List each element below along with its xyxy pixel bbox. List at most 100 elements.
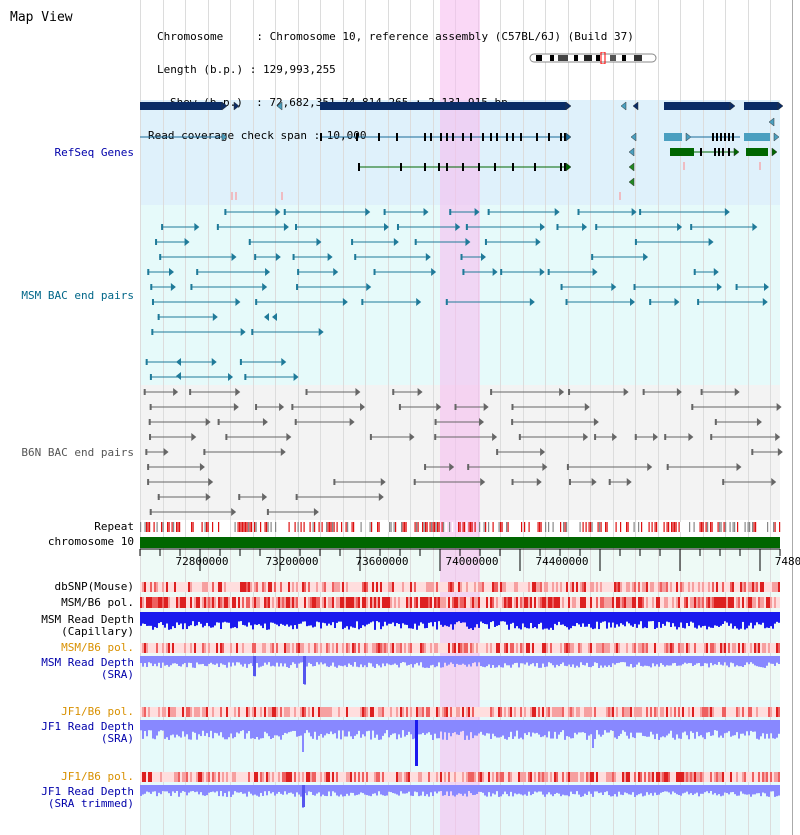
dbsnp-heat (214, 582, 216, 592)
jf1-b6-pol-label[interactable]: JF1/B6 pol. (61, 705, 134, 718)
msm-depth-sra-bar (568, 656, 570, 665)
msm-pol-heat (632, 597, 634, 608)
msm-depth-cap-bar (536, 612, 538, 629)
jf1-depth-sra-bar (406, 720, 408, 735)
msm-pol-heat (664, 597, 666, 608)
msm-depth-cap-bar (500, 612, 502, 622)
msm-pol-heat (610, 597, 612, 608)
msm-depth-sra-bar (550, 656, 552, 664)
jf1-depth-sra-bar (662, 720, 664, 737)
msm-bac-pair-end (342, 298, 348, 306)
msm-bac-pair-end (487, 209, 490, 215)
msm-depth-sra-bar (630, 656, 632, 665)
msm-b6-pol-label[interactable]: MSM/B6 pol. (61, 596, 134, 609)
jf1-pol-2-heat (736, 772, 738, 782)
exon (424, 163, 426, 171)
dbsnp-heat (282, 582, 284, 592)
repeat-mark (500, 522, 502, 532)
jf1-depth-sra-bar (512, 720, 514, 739)
msm-pol-heat (386, 597, 388, 608)
msm-pol-sra-heat (268, 643, 270, 653)
jf1-pol-2-heat (214, 772, 216, 782)
refseq-genes-label[interactable]: RefSeq Genes (54, 146, 134, 159)
msm-pol-heat (772, 597, 774, 608)
msm-pol-sra-heat (746, 643, 748, 653)
jf1-depth-trim-bar (618, 785, 620, 792)
jf1-pol-heat (470, 707, 472, 717)
msm-depth-cap-bar (680, 612, 682, 623)
jf1-pol-heat (372, 707, 374, 717)
repeat-mark (528, 522, 530, 532)
dbsnp-heat (402, 582, 404, 592)
jf1-depth-sra-bar (616, 720, 618, 739)
dbsnp-heat (364, 582, 366, 592)
dbsnp-label[interactable]: dbSNP(Mouse) (54, 580, 134, 593)
jf1-pol-heat (354, 707, 356, 717)
msm-depth-cap-bar (746, 612, 748, 629)
msm-bac-pair-end (275, 208, 281, 216)
msm-depth-capillary-label[interactable]: MSM Read Depth (41, 613, 134, 626)
msm-bac-end (264, 313, 269, 321)
jf1-depth-trim-bar (728, 785, 730, 795)
repeat-mark (534, 522, 536, 532)
msm-pol-sra-heat (146, 643, 148, 653)
msm-depth-sra-label[interactable]: MSM Read Depth (41, 656, 134, 669)
msm-pol-sra-heat (768, 643, 770, 653)
jf1-depth-trimmed-label[interactable]: JF1 Read Depth (41, 785, 134, 798)
jf1-pol-2-heat (500, 772, 502, 782)
dbsnp-heat (162, 582, 164, 592)
jf1-depth-sra-bar (306, 720, 308, 731)
jf1-depth-sra-bar (510, 720, 512, 732)
jf1-depth-trim-bar (442, 785, 444, 796)
msm-pol-sra-heat (470, 643, 472, 653)
msm-b6-pol-sra-label[interactable]: MSM/B6 pol. (61, 641, 134, 654)
msm-depth-cap-bar (350, 612, 352, 627)
jf1-depth-trim-bar (266, 785, 268, 796)
jf1-pol-heat (600, 707, 602, 717)
jf1-depth-sra-label[interactable]: JF1 Read Depth (41, 720, 134, 733)
dbsnp-heat (204, 582, 206, 592)
jf1-b6-pol-2-label[interactable]: JF1/B6 pol. (61, 770, 134, 783)
chromosome-ideogram[interactable] (528, 52, 660, 64)
msm-pol-sra-heat (602, 643, 604, 653)
dbsnp-heat (658, 582, 660, 592)
jf1-depth-sra-bar (176, 720, 178, 735)
dbsnp-heat (528, 582, 530, 592)
msm-depth-sra-bar (212, 656, 214, 665)
msm-pol-heat (672, 597, 674, 608)
msm-bac-pair-end (554, 208, 560, 216)
repeat-mark (666, 522, 668, 532)
b6n-bac-pair-end (147, 479, 150, 485)
b6n-bac-pair-end (398, 404, 401, 410)
jf1-depth-trim-bar (748, 785, 750, 795)
msm-pol-sra-heat (528, 643, 530, 653)
info-chromosome: Chromosome : Chromosome 10, reference as… (157, 30, 634, 43)
repeat-label[interactable]: Repeat (94, 520, 134, 533)
msm-depth-sra-bar (658, 656, 660, 667)
msm-depth-cap-bar (548, 612, 550, 630)
strand-arrow (729, 101, 736, 111)
repeat-mark (651, 522, 653, 532)
msm-depth-sra-bar (484, 656, 486, 668)
msm-bac-label[interactable]: MSM BAC end pairs (21, 289, 134, 302)
jf1-depth-sra-bar (440, 720, 442, 732)
msm-pol-heat (414, 597, 416, 608)
msm-depth-sra-bar (688, 656, 690, 664)
msm-depth-sra-bar (384, 656, 386, 667)
msm-pol-heat (616, 597, 618, 608)
msm-depth-cap-bar (486, 612, 488, 625)
dbsnp-heat (344, 582, 346, 592)
b6n-bac-label[interactable]: B6N BAC end pairs (21, 446, 134, 459)
dbsnp-heat (720, 582, 722, 592)
msm-pol-heat (316, 597, 318, 608)
jf1-pol-2-heat (308, 772, 310, 782)
msm-pol-heat (274, 597, 276, 608)
dbsnp-heat (660, 582, 662, 592)
page-title: Map View (10, 10, 73, 25)
msm-depth-sra-bar (294, 656, 296, 664)
msm-pol-heat (278, 597, 280, 608)
msm-depth-sra-bar (598, 656, 600, 668)
msm-pol-heat (334, 597, 336, 608)
jf1-pol-2-heat (182, 772, 184, 782)
